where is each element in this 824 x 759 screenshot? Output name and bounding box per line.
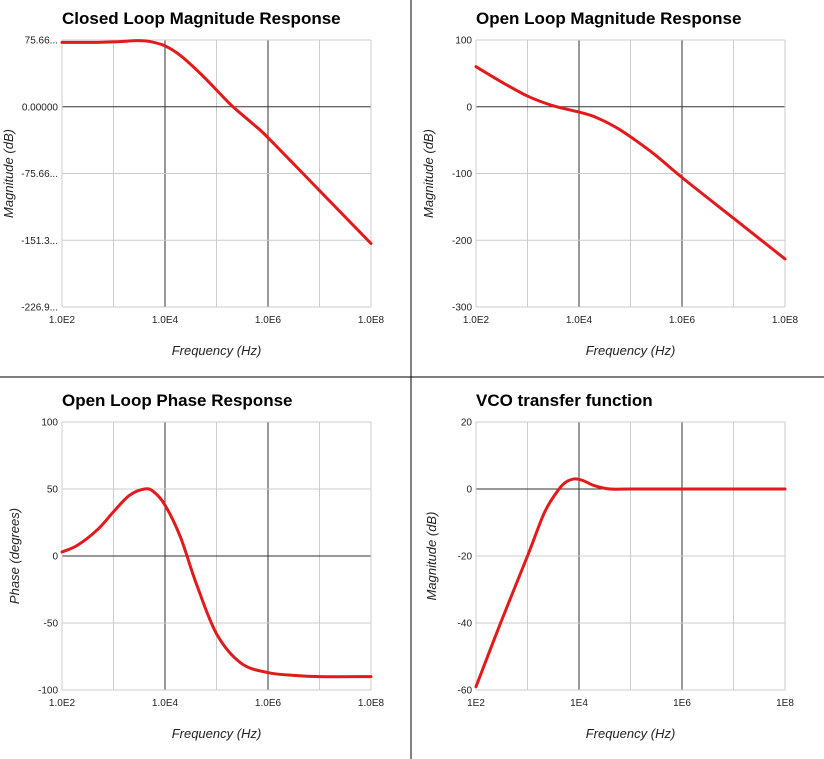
x-axis-label: Frequency (Hz): [586, 343, 676, 358]
y-tick-label: -100: [38, 686, 58, 697]
y-axis-label: Magnitude (dB): [424, 512, 439, 601]
y-tick-label: 100: [41, 418, 58, 429]
series-line: [60, 39, 373, 245]
y-axis-label: Magnitude (dB): [421, 129, 436, 218]
chart-panel-2: Open Loop Magnitude Response 100 0 -100 -200…: [421, 9, 799, 358]
x-tick-label: 1.0E8: [772, 315, 799, 326]
y-tick-label: -200: [452, 236, 472, 247]
chart-title: VCO transfer function: [476, 391, 653, 410]
x-tick-label: 1.0E4: [566, 315, 593, 326]
y-tick-label: -75.66...: [21, 169, 58, 180]
y-tick-label: 0.00000: [22, 102, 59, 113]
x-tick-label: 1.0E2: [49, 698, 76, 709]
x-tick-label: 1.0E2: [49, 315, 76, 326]
chart-title: Open Loop Phase Response: [62, 391, 293, 410]
series-line: [60, 487, 373, 679]
chart-panel-3: Open Loop Phase Response100500-50-1001.0…: [7, 391, 385, 741]
y-axis-label: Phase (degrees): [7, 508, 22, 604]
y-tick-label: -100: [452, 169, 472, 180]
x-tick-label: 1E8: [776, 698, 794, 709]
series-line: [474, 477, 787, 689]
y-tick-label: -226.9...: [21, 303, 58, 314]
y-tick-label: -20: [458, 552, 473, 563]
x-tick-label: 1E2: [467, 698, 485, 709]
x-axis-label: Frequency (Hz): [172, 726, 262, 741]
y-tick-label: 75.66...: [25, 36, 58, 47]
series-line: [474, 65, 787, 261]
chart-title: Closed Loop Magnitude Response: [62, 9, 341, 28]
x-tick-label: 1.0E6: [255, 315, 282, 326]
y-tick-label: 0: [466, 485, 472, 496]
y-tick-label: 100: [455, 36, 472, 47]
x-tick-label: 1.0E6: [669, 315, 696, 326]
x-tick-label: 1E4: [570, 698, 588, 709]
y-tick-label: -60: [458, 686, 473, 697]
y-tick-label: 50: [47, 485, 59, 496]
x-tick-label: 1.0E2: [463, 315, 490, 326]
y-tick-label: 20: [461, 418, 473, 429]
y-tick-label: 0: [466, 102, 472, 113]
chart-panel-1: Closed Loop Magnitude Response 75.66... 0.…: [1, 9, 385, 358]
x-tick-label: 1.0E6: [255, 698, 282, 709]
x-tick-label: 1.0E4: [152, 698, 179, 709]
x-tick-label: 1.0E8: [358, 698, 385, 709]
x-axis-label: Frequency (Hz): [172, 343, 262, 358]
y-tick-label: -50: [44, 619, 59, 630]
y-tick-label: 0: [52, 552, 58, 563]
y-tick-label: -300: [452, 303, 472, 314]
y-tick-label: -40: [458, 619, 473, 630]
x-axis-label: Frequency (Hz): [586, 726, 676, 741]
x-tick-label: 1.0E4: [152, 315, 179, 326]
chart-title: Open Loop Magnitude Response: [476, 9, 741, 28]
y-tick-label: -151.3...: [21, 236, 58, 247]
x-tick-label: 1.0E8: [358, 315, 385, 326]
y-axis-label: Magnitude (dB): [1, 129, 16, 218]
x-tick-label: 1E6: [673, 698, 691, 709]
